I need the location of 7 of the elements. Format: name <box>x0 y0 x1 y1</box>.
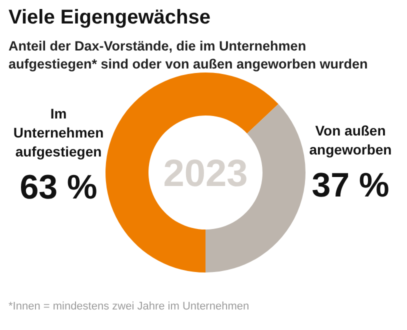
data-label: 63 % <box>20 168 98 206</box>
chart-subtitle: Anteil der Dax-Vorstände, die im Unternehmen aufgestiegen* sind oder von außen angeworben wurden <box>8 38 368 72</box>
chart-title: Viele Eigengewächse <box>8 6 210 28</box>
text: *Innen = mindestens zwei Jahre im Unternehmen <box>8 300 250 312</box>
slice-label: Von außen angeworben <box>309 122 392 158</box>
slice-label: Im Unternehmen aufgestiegen <box>13 106 104 160</box>
data-label: 37 % <box>312 166 390 204</box>
